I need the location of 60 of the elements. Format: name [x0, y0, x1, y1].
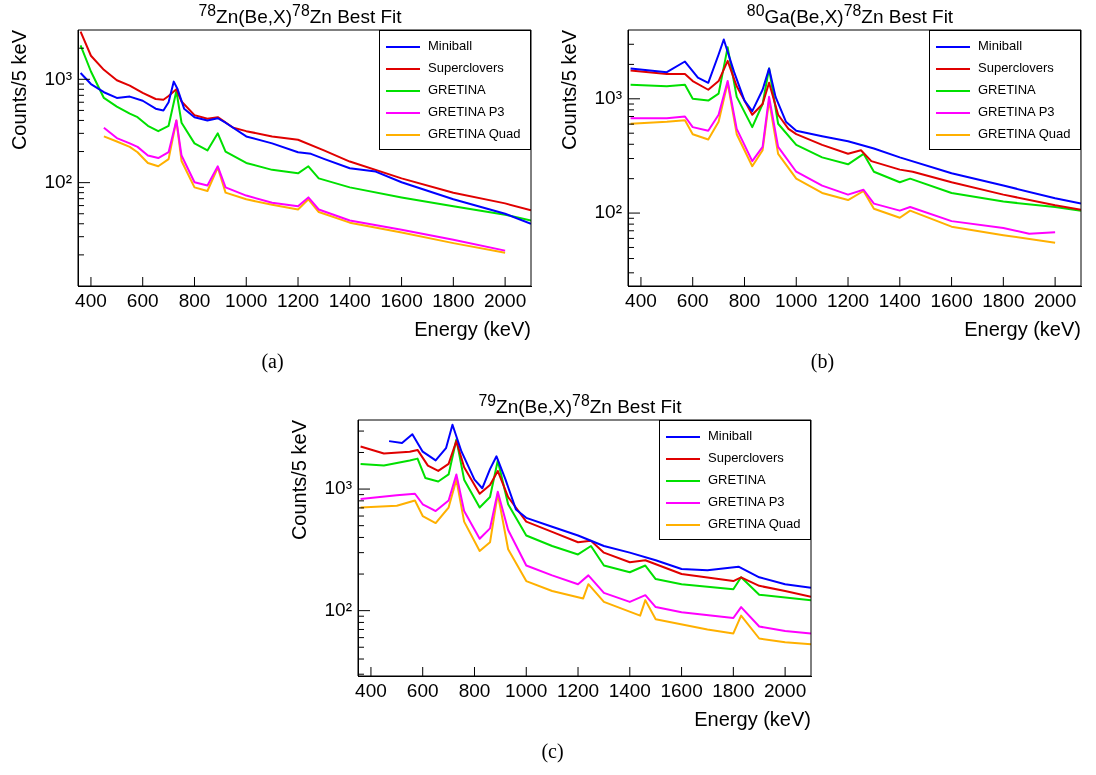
legend-label: Superclovers — [708, 450, 784, 465]
chart-title: $^{78}$Zn(Be,X)$^{78}$Zn Best Fit — [197, 2, 403, 29]
legend-label: GRETINA Quad — [428, 126, 521, 141]
chart-title: $^{80}$Ga(Be,X)$^{78}$Zn Best Fit — [745, 2, 955, 29]
y-tick-label: 10² — [44, 170, 72, 192]
x-tick-label: 2000 — [1033, 289, 1077, 311]
y-tick-label: 10² — [324, 598, 352, 620]
x-tick-label: 1400 — [608, 679, 651, 701]
x-tick-label: 1200 — [826, 289, 870, 311]
legend-label: Miniball — [428, 38, 473, 53]
x-tick-label: 1800 — [982, 289, 1025, 311]
x-tick-label: 1000 — [505, 679, 548, 701]
x-tick-label: 1200 — [276, 289, 320, 311]
text: (a) — [260, 350, 285, 373]
x-tick-label: 600 — [676, 289, 709, 311]
x-tick-label: 800 — [178, 289, 211, 311]
y-axis-title: Counts/5 keV — [287, 419, 310, 541]
legend-label: GRETINA Quad — [708, 516, 801, 531]
x-tick-label: 1800 — [432, 289, 475, 311]
x-tick-label: 2000 — [763, 679, 807, 701]
legend-label: GRETINA P3 — [708, 494, 785, 509]
text: (c) — [540, 740, 565, 763]
x-tick-label: 1200 — [556, 679, 600, 701]
legend-label: GRETINA — [708, 472, 766, 487]
x-tick-label: 1600 — [660, 679, 703, 701]
legend-label: Superclovers — [978, 60, 1054, 75]
legend-label: Miniball — [978, 38, 1023, 53]
x-tick-label: 1000 — [225, 289, 268, 311]
y-tick-label: 10³ — [594, 87, 622, 109]
x-tick-label: 2000 — [483, 289, 527, 311]
chart-title: $^{79}$Zn(Be,X)$^{78}$Zn Best Fit — [477, 392, 683, 419]
x-axis-title: Energy (keV) — [414, 317, 531, 340]
x-tick-label: 1400 — [878, 289, 921, 311]
x-tick-label: 1000 — [775, 289, 818, 311]
x-axis-title: Energy (keV) — [964, 317, 1081, 340]
x-tick-label: 600 — [406, 679, 439, 701]
y-axis-title: Counts/5 keV — [557, 29, 580, 151]
x-tick-label: 1800 — [712, 679, 755, 701]
y-tick-label: 10³ — [324, 477, 352, 499]
y-tick-label: 10² — [594, 201, 622, 223]
x-tick-label: 400 — [75, 289, 107, 311]
text: (b) — [809, 350, 836, 373]
x-tick-label: 400 — [355, 679, 387, 701]
x-tick-label: 1600 — [930, 289, 973, 311]
x-axis-title: Energy (keV) — [694, 707, 811, 730]
y-tick-label: 10³ — [44, 67, 72, 89]
x-tick-label: 1400 — [328, 289, 371, 311]
y-axis-title: Counts/5 keV — [7, 29, 30, 151]
x-tick-label: 800 — [728, 289, 761, 311]
legend-label: GRETINA — [428, 82, 486, 97]
x-tick-label: 400 — [625, 289, 657, 311]
x-tick-label: 1600 — [380, 289, 423, 311]
legend-label: GRETINA — [978, 82, 1036, 97]
x-tick-label: 800 — [458, 679, 491, 701]
legend-label: GRETINA Quad — [978, 126, 1071, 141]
legend-label: GRETINA P3 — [428, 104, 505, 119]
legend-label: GRETINA P3 — [978, 104, 1055, 119]
legend-label: Miniball — [708, 428, 753, 443]
x-tick-label: 600 — [126, 289, 159, 311]
legend-label: Superclovers — [428, 60, 504, 75]
